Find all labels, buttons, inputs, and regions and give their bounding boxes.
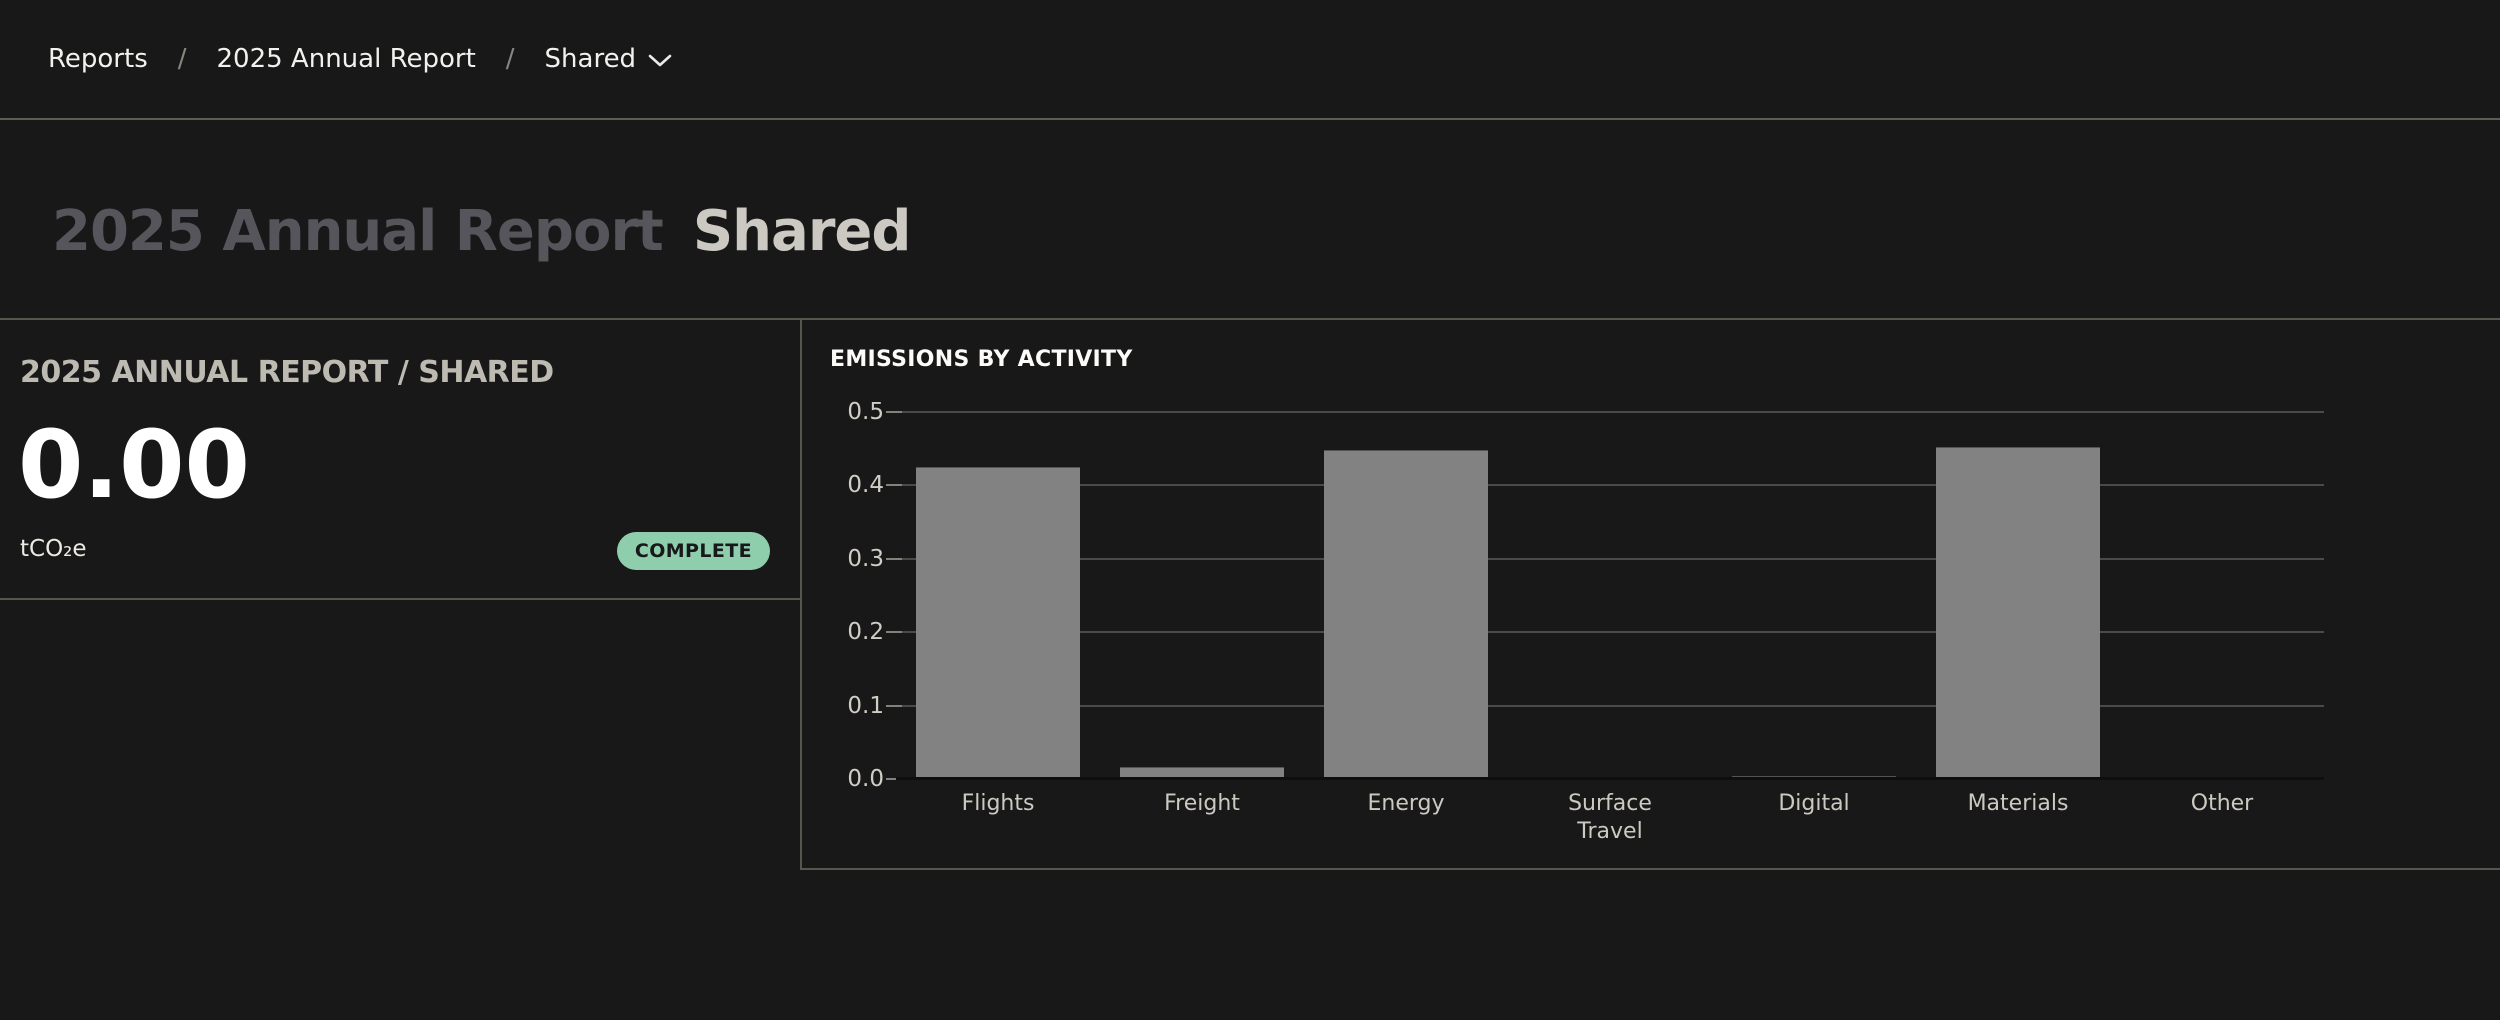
- bar-materials: [1936, 447, 2100, 779]
- breadcrumb-separator: /: [177, 44, 187, 74]
- page-title-status: Shared: [692, 199, 912, 264]
- status-badge: COMPLETE: [616, 532, 770, 570]
- grid-line: [896, 411, 2324, 413]
- y-axis-tick: [886, 411, 902, 413]
- y-axis-tick: [886, 631, 902, 634]
- grid-line: [896, 704, 2324, 707]
- y-tick-label: 0.4: [847, 472, 884, 499]
- x-category-label: Materials: [1967, 791, 2069, 816]
- y-tick-label: 0.2: [847, 619, 884, 646]
- x-category-label: Freight: [1164, 791, 1240, 816]
- y-tick-label: 0.0: [847, 766, 884, 792]
- grid-line: [896, 557, 2324, 560]
- x-category-label: Digital: [1778, 791, 1850, 816]
- page-title: 2025 Annual Report Shared: [52, 199, 912, 264]
- bar-flights: [916, 467, 1080, 779]
- y-axis-tick: [886, 557, 902, 560]
- x-category-label: Other: [2190, 791, 2254, 816]
- bar-energy: [1324, 450, 1488, 779]
- chevron-down-icon: [648, 54, 672, 67]
- breadcrumb: Reports / 2025 Annual Report / Shared: [0, 0, 2500, 120]
- summary-card: 2025 ANNUAL REPORT / SHARED 0.00 tCO₂e C…: [0, 318, 800, 600]
- y-axis-tick: [886, 778, 902, 780]
- summary-card-title: 2025 ANNUAL REPORT / SHARED: [20, 355, 554, 390]
- emissions-chart-panel: EMISSIONS BY ACTIVITY 0.0 0.1 0.2 0.3 0.4 0.5…: [800, 318, 2500, 870]
- chart-title: EMISSIONS BY ACTIVITY: [830, 347, 1133, 372]
- y-axis-tick: [886, 704, 902, 707]
- grid-line: [896, 631, 2324, 634]
- breadcrumb-item-shared-dropdown[interactable]: Shared: [545, 44, 673, 74]
- bar-freight: [1120, 767, 1284, 779]
- y-tick-label: 0.3: [847, 545, 884, 572]
- y-tick-label: 0.1: [847, 692, 884, 719]
- breadcrumb-separator: /: [505, 44, 515, 74]
- y-tick-label: 0.5: [847, 399, 884, 425]
- x-category-label: Flights: [961, 791, 1035, 816]
- total-emissions-value: 0.00: [18, 411, 250, 520]
- x-category-label: Surface Travel: [1568, 791, 1652, 844]
- breadcrumb-item-reports[interactable]: Reports: [48, 44, 148, 74]
- emissions-bar-chart: 0.0 0.1 0.2 0.3 0.4 0.5 Flights Freight Energy Su…: [802, 320, 2500, 868]
- breadcrumb-item-shared-label: Shared: [544, 44, 637, 74]
- x-axis-line: [896, 777, 2324, 780]
- emissions-unit: tCO₂e: [20, 536, 87, 562]
- grid-line: [896, 484, 2324, 487]
- y-axis-tick: [886, 484, 902, 487]
- page-title-report-name: 2025 Annual Report: [52, 199, 664, 264]
- x-category-label: Energy: [1367, 791, 1445, 816]
- breadcrumb-item-report[interactable]: 2025 Annual Report: [216, 44, 476, 74]
